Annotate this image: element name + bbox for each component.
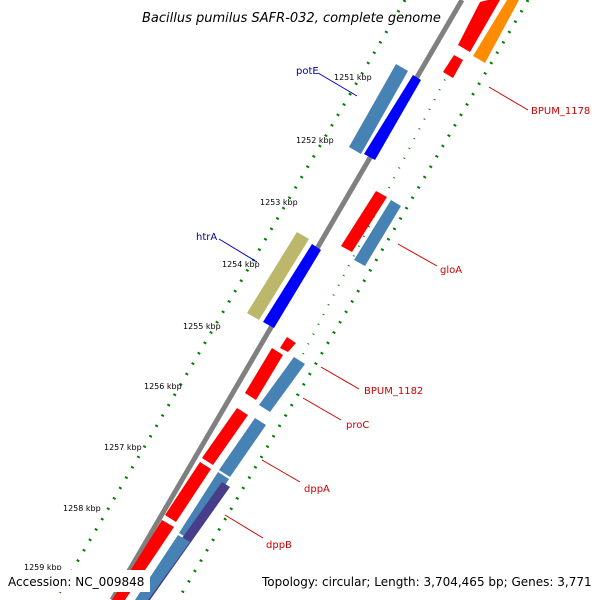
gene-label-dppA[interactable]: dppA (304, 484, 330, 495)
potE-cds[interactable] (364, 75, 421, 160)
dppA-gene[interactable] (219, 418, 266, 477)
proC-cds[interactable] (245, 348, 283, 400)
htrA-leader (218, 238, 258, 263)
gene-label-gloA[interactable]: gloA (440, 265, 462, 276)
BPUM_1178-orange[interactable] (473, 0, 519, 63)
gene-label-potE[interactable]: potE (296, 66, 319, 77)
tick-label-1253: 1253 kbp (260, 198, 298, 207)
dppB-gene[interactable] (179, 472, 229, 540)
summary-text: Topology: circular; Length: 3,704,465 bp… (261, 575, 592, 589)
tick-label-1257: 1257 kbp (104, 443, 142, 452)
BPUM_1178-cds[interactable] (458, 0, 500, 52)
htrA-gene[interactable] (247, 232, 309, 320)
htrA-cds[interactable] (263, 244, 321, 328)
tick-label-1255: 1255 kbp (183, 322, 221, 331)
gloA-cds[interactable] (341, 191, 387, 252)
BPUM_1182-leader (320, 366, 360, 390)
tick-label-1259: 1259 kbp (24, 563, 62, 572)
BPUM_1177-cds[interactable] (443, 55, 463, 78)
tick-label-1258: 1258 kbp (63, 504, 101, 513)
dppA-cds[interactable] (202, 408, 248, 465)
proC-gene[interactable] (259, 357, 305, 412)
gloA-leader (397, 243, 438, 267)
outer-dotted-track (53, 0, 407, 600)
gene-label-dppB[interactable]: dppB (266, 540, 292, 551)
gene-label-htrA[interactable]: htrA (196, 232, 217, 243)
dppB-cds[interactable] (165, 462, 211, 522)
tick-label-1252: 1252 kbp (296, 136, 334, 145)
gene-label-proC[interactable]: proC (346, 420, 369, 431)
footer-bg-left (0, 570, 150, 592)
inner-dotted-track (176, 0, 530, 600)
gene-label-BPUM_1182[interactable]: BPUM_1182 (364, 386, 423, 397)
footer-bg-right (256, 570, 596, 592)
dppB-leader (224, 514, 264, 539)
BPUM_1182-cds[interactable] (280, 337, 296, 352)
proC-leader (302, 397, 342, 421)
accession-text: Accession: NC_009848 (8, 575, 144, 589)
potE-leader (317, 72, 358, 97)
gene-label-BPUM_1178[interactable]: BPUM_1178 (531, 106, 590, 117)
BPUM_1178-leader (488, 86, 529, 111)
tick-label-1254: 1254 kbp (222, 260, 260, 269)
map-title: Bacillus pumilus SAFR-032, complete geno… (142, 11, 441, 26)
dppA-leader (261, 459, 301, 483)
potE-gene[interactable] (349, 64, 408, 154)
tick-label-1256: 1256 kbp (144, 382, 182, 391)
gloA-gene[interactable] (354, 200, 401, 266)
tick-label-1251: 1251 kbp (334, 73, 372, 82)
